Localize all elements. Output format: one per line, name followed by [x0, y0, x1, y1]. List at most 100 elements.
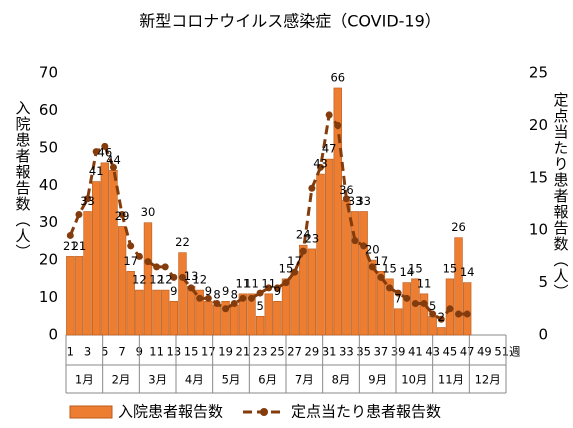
- marker: [351, 237, 359, 245]
- bar: [299, 244, 308, 336]
- bar: [324, 158, 334, 336]
- marker: [92, 148, 100, 156]
- marker: [196, 294, 204, 302]
- month-label: 9月: [368, 373, 387, 387]
- marker: [403, 294, 411, 302]
- x-tick-label: 5: [101, 345, 108, 359]
- x-tick-label: 45: [443, 345, 458, 359]
- bar: [307, 248, 317, 336]
- marker: [394, 289, 402, 297]
- data-label: 21: [72, 239, 87, 253]
- data-label: 11: [417, 276, 432, 290]
- bar: [230, 304, 239, 336]
- marker: [386, 284, 394, 292]
- y-tick-label: 0: [48, 326, 58, 344]
- x-tick-label: 23: [253, 345, 268, 359]
- bar: [255, 315, 265, 336]
- data-label: 36: [339, 183, 354, 197]
- bar: [428, 315, 437, 336]
- marker: [213, 300, 221, 308]
- data-label: 46: [98, 145, 113, 159]
- y-tick-label: 40: [39, 176, 58, 194]
- data-label: 17: [287, 254, 302, 268]
- data-label: 12: [149, 273, 164, 287]
- bar: [161, 289, 170, 336]
- bar: [74, 256, 84, 336]
- data-label: 12: [192, 273, 207, 287]
- x-tick-label: 47: [460, 345, 475, 359]
- data-label: 9: [170, 284, 177, 298]
- bar: [152, 289, 161, 336]
- data-label: 14: [460, 265, 475, 279]
- marker: [247, 294, 255, 302]
- month-label: 3月: [148, 373, 167, 387]
- marker: [204, 294, 212, 302]
- bar: [376, 271, 386, 336]
- bar: [419, 293, 429, 336]
- data-label: 33: [356, 194, 371, 208]
- x-tick-label: 3: [84, 345, 91, 359]
- marker: [446, 305, 454, 313]
- data-label: 20: [365, 243, 380, 257]
- marker: [153, 263, 161, 271]
- data-label: 17: [374, 254, 389, 268]
- bar: [368, 259, 377, 336]
- data-label: 29: [115, 209, 130, 223]
- y-tick-label: 70: [39, 64, 58, 82]
- x-tick-label: 27: [287, 345, 302, 359]
- bar: [221, 301, 230, 336]
- bar: [195, 289, 204, 336]
- y2-tick-label: 0: [538, 326, 548, 344]
- marker: [308, 184, 316, 192]
- y-tick-label: 30: [39, 213, 58, 231]
- data-label: 24: [296, 228, 311, 242]
- bar: [66, 256, 75, 336]
- bar: [385, 278, 394, 336]
- data-label: 33: [348, 194, 363, 208]
- data-label: 47: [322, 142, 337, 156]
- marker: [368, 263, 376, 271]
- data-label: 41: [89, 164, 104, 178]
- data-label: 11: [236, 276, 251, 290]
- x-tick-label: 49: [477, 345, 492, 359]
- marker: [429, 310, 437, 318]
- marker: [101, 142, 109, 150]
- y-tick-label: 60: [39, 101, 58, 119]
- bar: [393, 308, 403, 336]
- x-tick-label: 19: [218, 345, 233, 359]
- y2-tick-label: 25: [529, 64, 548, 82]
- marker: [230, 300, 238, 308]
- data-label: 15: [443, 261, 458, 275]
- bar: [143, 222, 153, 336]
- data-label: 8: [213, 288, 220, 302]
- marker: [291, 268, 299, 276]
- marker: [273, 284, 281, 292]
- marker: [265, 284, 273, 292]
- bar: [186, 286, 196, 336]
- bar: [100, 162, 110, 336]
- marker: [334, 121, 342, 129]
- marker: [84, 195, 92, 203]
- data-label: 13: [184, 269, 199, 283]
- month-label: 7月: [295, 373, 314, 387]
- bar: [117, 226, 127, 336]
- data-label: 5: [429, 299, 436, 313]
- data-label: 15: [408, 261, 423, 275]
- bar: [92, 181, 101, 336]
- marker: [127, 242, 135, 250]
- marker: [455, 310, 463, 318]
- data-label: 11: [261, 276, 276, 290]
- data-label: 15: [382, 261, 397, 275]
- bar: [316, 173, 325, 336]
- bar: [264, 293, 273, 336]
- bar: [462, 282, 472, 336]
- marker: [118, 210, 126, 218]
- marker: [144, 258, 152, 266]
- data-label: 9: [222, 284, 229, 298]
- marker: [325, 111, 333, 119]
- bar: [273, 301, 282, 336]
- data-label: 9: [205, 284, 212, 298]
- y2-tick-label: 5: [538, 273, 548, 291]
- bar: [212, 304, 222, 336]
